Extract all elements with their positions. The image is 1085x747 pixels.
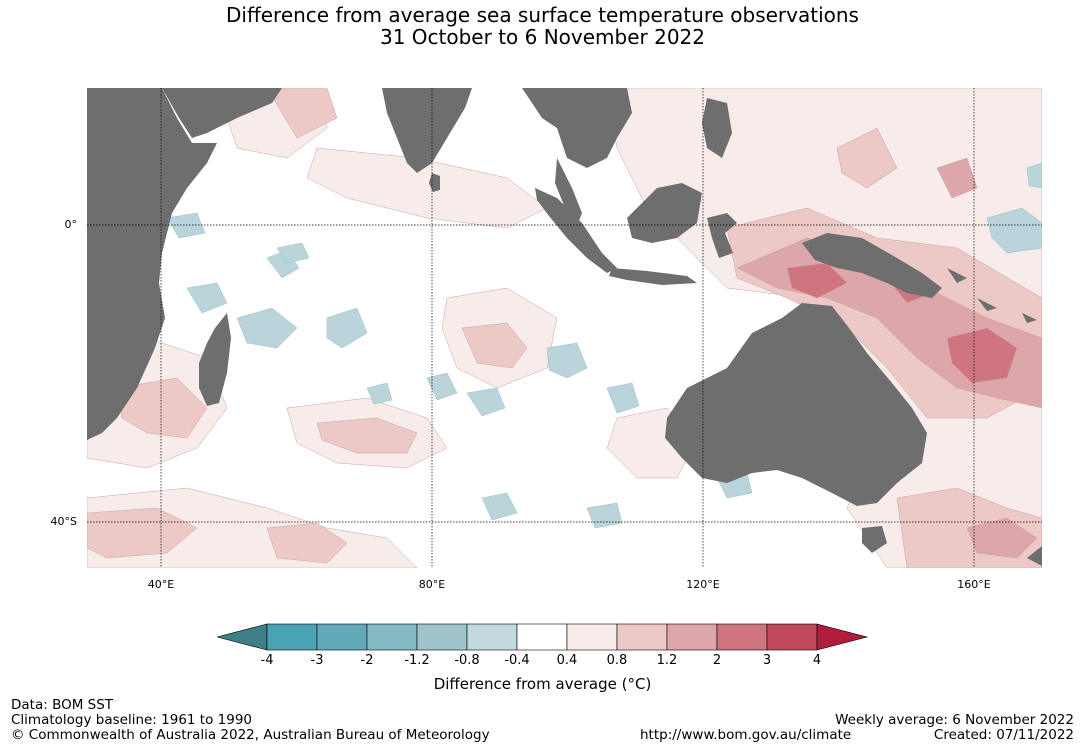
map-title: Difference from average sea surface temp…	[226, 3, 859, 27]
map-gridlines	[87, 88, 1042, 568]
colorbar	[215, 622, 869, 652]
new-guinea-landmass	[802, 233, 942, 298]
lat-label-40s: 40°S	[50, 515, 77, 528]
colorbar-tick-label: 1.2	[656, 653, 678, 668]
footer-created-date: Created: 07/11/2022	[933, 727, 1074, 743]
footer-url-link[interactable]: http://www.bom.gov.au/climate	[640, 727, 852, 743]
lon-label-160e: 160°E	[957, 578, 991, 591]
lon-label-40e: 40°E	[147, 578, 175, 591]
madagascar-landmass	[199, 313, 231, 406]
lon-label-80e: 80°E	[418, 578, 446, 591]
colorbar-swatch	[366, 623, 418, 651]
colorbar-swatch	[516, 623, 568, 651]
sst-anomaly-map	[87, 88, 1042, 568]
australia-landmass	[665, 303, 927, 506]
footer-weekly-average: Weekly average: 6 November 2022	[835, 712, 1074, 728]
southeast-asia-landmass	[522, 88, 632, 226]
india-landmass	[382, 88, 472, 173]
colorbar-swatch	[416, 623, 468, 651]
sumatra-landmass	[535, 188, 617, 273]
colorbar-tick-label: 0.4	[556, 653, 578, 668]
colorbar-swatch	[316, 623, 368, 651]
colorbar-tick-label: -3	[310, 653, 324, 668]
warm-anomaly-areas	[87, 88, 1042, 568]
colorbar-swatch	[566, 623, 618, 651]
colorbar-swatch	[716, 623, 768, 651]
colorbar-extend-low	[215, 623, 268, 651]
colorbar-swatch	[616, 623, 668, 651]
colorbar-tick-label: 0.8	[606, 653, 628, 668]
land-masses	[87, 88, 1042, 566]
colorbar-tick-label: -0.4	[504, 653, 530, 668]
footer-data-source: Data: BOM SST	[11, 697, 114, 713]
colorbar-swatch	[766, 623, 818, 651]
colorbar-extend-high	[816, 623, 869, 651]
tasmania-landmass	[862, 526, 887, 553]
colorbar-tick-label: -2	[360, 653, 374, 668]
lon-label-120e: 120°E	[686, 578, 720, 591]
borneo-landmass	[627, 183, 702, 243]
colorbar-tick-label: 2	[712, 653, 722, 668]
colorbar-tick-label: 3	[762, 653, 772, 668]
colorbar-tick-label: 4	[812, 653, 822, 668]
colorbar-swatches	[215, 623, 869, 651]
map-canvas	[87, 88, 1042, 568]
lat-label-0: 0°	[64, 218, 78, 231]
colorbar-swatch	[666, 623, 718, 651]
arabia-landmass	[162, 88, 282, 138]
africa-landmass	[87, 88, 217, 440]
footer-climatology: Climatology baseline: 1961 to 1990	[11, 712, 252, 728]
colorbar-swatch	[466, 623, 518, 651]
colorbar-label: Difference from average (°C)	[433, 675, 652, 693]
colorbar-swatch	[266, 623, 318, 651]
footer-copyright: © Commonwealth of Australia 2022, Austra…	[11, 727, 490, 743]
philippines-landmass	[702, 98, 732, 158]
sulawesi-landmass	[707, 213, 737, 258]
colorbar-tick-label: -4	[260, 653, 274, 668]
java-landmass	[609, 268, 697, 285]
colorbar-tick-label: -0.8	[454, 653, 480, 668]
colorbar-tick-label: -1.2	[404, 653, 430, 668]
map-subtitle: 31 October to 6 November 2022	[379, 25, 706, 49]
